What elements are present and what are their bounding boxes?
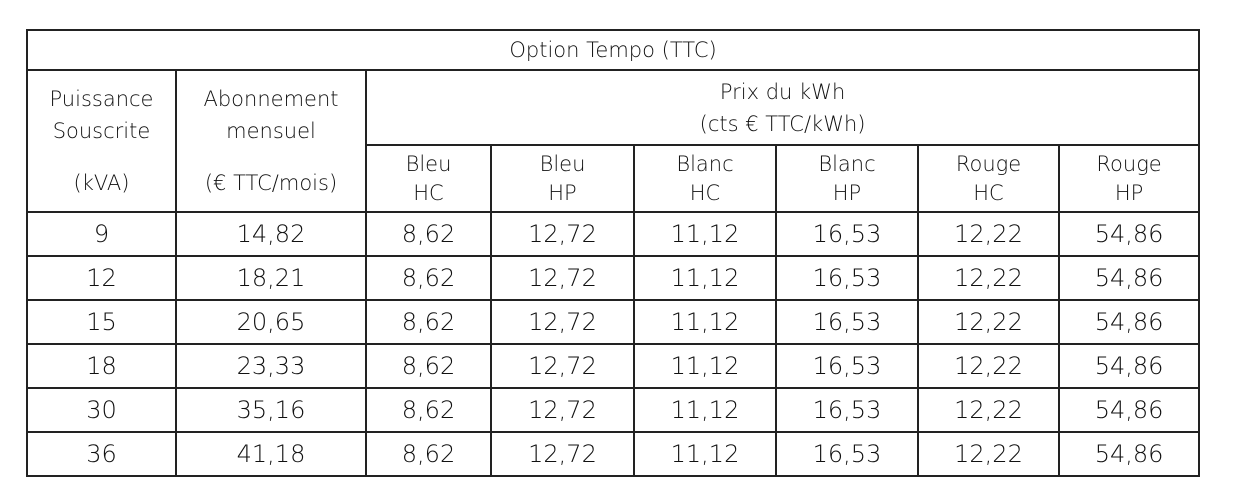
header-line: Bleu: [539, 151, 586, 176]
data-cell: 12,22: [917, 299, 1060, 345]
title-row: Option Tempo (TTC): [25, 29, 1201, 71]
header-row: Bleu HC Bleu HP Blanc HC Blanc HP Rouge HC Rouge HP: [27, 144, 1201, 213]
table-title: Option Tempo (TTC): [25, 29, 1201, 71]
header-line: HC: [413, 180, 444, 205]
header-line: HP: [548, 180, 577, 205]
data-cell: 18: [26, 343, 177, 389]
header-line: Blanc: [818, 151, 876, 176]
data-row: 18 23,33 8,62 12,72 11,12 16,53 12,22 54,86: [26, 343, 1201, 389]
data-cell: 12,72: [490, 211, 635, 257]
data-cell: 12,22: [917, 387, 1060, 433]
tempo-table: Option Tempo (TTC) Puissance Souscrite (kVA…: [25, 29, 1201, 477]
header-cell: Blanc HP: [775, 144, 919, 213]
data-row: 15 20,65 8,62 12,72 11,12 16,53 12,22 54,86: [26, 299, 1201, 345]
data-cell: 11,12: [633, 431, 777, 477]
header-line: Blanc: [676, 151, 734, 176]
data-cell: 16,53: [775, 387, 919, 433]
data-row: 9 14,82 8,62 12,72 11,12 16,53 12,22 54,86: [26, 211, 1201, 257]
data-cell: 16,53: [775, 255, 919, 301]
data-cell: 54,86: [1057, 211, 1201, 257]
data-cell: 54,86: [1057, 343, 1201, 389]
data-cell: 15: [26, 299, 177, 345]
data-cell: 12: [26, 255, 177, 301]
data-cell: 11,12: [633, 255, 777, 301]
header-cell: Prix du kWh (cts € TTC/kWh): [364, 69, 1201, 146]
data-cell: 8,62: [365, 387, 492, 433]
data-cell: 12,72: [490, 343, 635, 389]
data-cell: 16,53: [775, 299, 919, 345]
header-cell: Puissance Souscrite (kVA): [26, 69, 177, 213]
data-cell: 30: [26, 387, 177, 433]
data-cell: 11,12: [633, 299, 777, 345]
header-line: Puissance: [49, 87, 154, 111]
data-cell: 12,72: [490, 299, 635, 345]
data-cell: 16,53: [775, 343, 919, 389]
data-cell: 9: [26, 211, 177, 257]
data-cell: 11,12: [633, 387, 777, 433]
data-cell: 54,86: [1057, 299, 1201, 345]
header-line: mensuel: [226, 119, 316, 143]
header-line: Abonnement: [203, 87, 339, 111]
data-cell: 8,62: [365, 343, 492, 389]
header-line: Rouge: [955, 151, 1022, 176]
data-cell: 20,65: [175, 299, 367, 345]
header-line: Rouge: [1096, 151, 1162, 176]
header-line: (€ TTC/mois): [204, 171, 338, 195]
data-cell: 8,62: [365, 255, 492, 301]
header-cell: Abonnement mensuel (€ TTC/mois): [175, 69, 367, 213]
header-cell: Rouge HP: [1057, 144, 1201, 213]
header-line: (kVA): [73, 171, 130, 195]
header-line: HP: [1114, 180, 1144, 205]
header-cell: Rouge HC: [917, 144, 1060, 213]
data-cell: 54,86: [1057, 387, 1201, 433]
header-line: Souscrite: [52, 119, 151, 143]
header-line: Prix du kWh: [719, 79, 846, 104]
data-cell: 12,72: [490, 255, 635, 301]
data-cell: 41,18: [175, 431, 367, 477]
data-cell: 12,22: [917, 431, 1060, 477]
header-cell: Bleu HC: [365, 144, 492, 213]
data-cell: 16,53: [775, 431, 919, 477]
data-row: 30 35,16 8,62 12,72 11,12 16,53 12,22 54,86: [26, 387, 1201, 433]
data-cell: 12,22: [917, 255, 1060, 301]
data-cell: 16,53: [775, 211, 919, 257]
data-row: 12 18,21 8,62 12,72 11,12 16,53 12,22 54,86: [26, 255, 1201, 301]
header-line: HC: [973, 180, 1004, 205]
data-cell: 8,62: [365, 299, 492, 345]
header-line: HP: [832, 180, 862, 205]
data-cell: 12,72: [490, 387, 635, 433]
header-row: Puissance Souscrite (kVA) Abonnement mensuel…: [26, 69, 1201, 213]
data-cell: 36: [26, 431, 177, 477]
data-cell: 14,82: [175, 211, 367, 257]
data-cell: 8,62: [365, 211, 492, 257]
data-cell: 23,33: [175, 343, 367, 389]
header-line: Bleu: [405, 151, 452, 176]
data-cell: 54,86: [1057, 255, 1201, 301]
data-cell: 11,12: [633, 343, 777, 389]
header-line: (cts € TTC/kWh): [699, 111, 866, 136]
data-cell: 8,62: [365, 431, 492, 477]
data-cell: 35,16: [175, 387, 367, 433]
header-cell: Blanc HC: [633, 144, 777, 213]
data-row: 36 41,18 8,62 12,72 11,12 16,53 12,22 54,86: [26, 431, 1201, 477]
data-cell: 12,22: [917, 211, 1060, 257]
header-line: HC: [689, 180, 721, 205]
data-cell: 18,21: [175, 255, 367, 301]
data-cell: 11,12: [633, 211, 777, 257]
data-cell: 12,72: [490, 431, 635, 477]
header-cell: Bleu HP: [490, 144, 635, 213]
data-cell: 12,22: [917, 343, 1060, 389]
data-cell: 54,86: [1057, 431, 1201, 477]
